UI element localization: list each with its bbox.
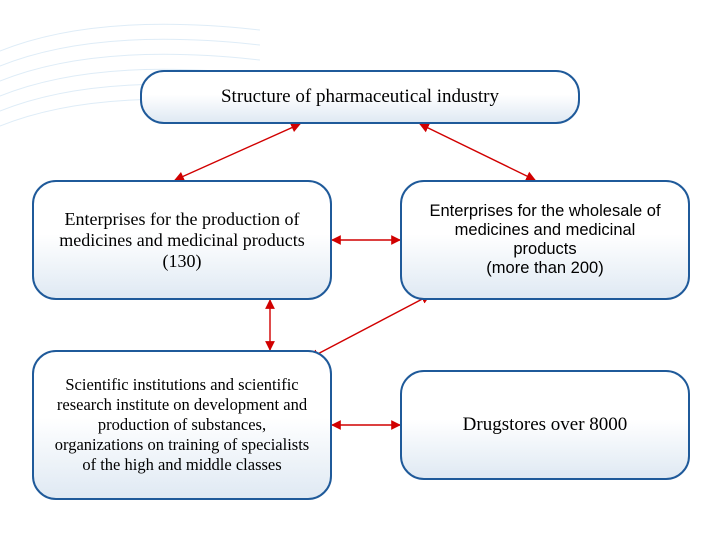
node-wholesale: Enterprises for the wholesale of medicin… (400, 180, 690, 300)
node-scientific: Scientific institutions and scientific r… (32, 350, 332, 500)
title-text: Structure of pharmaceutical industry (221, 86, 499, 108)
node-production: Enterprises for the production of medici… (32, 180, 332, 300)
node-drugstores: Drugstores over 8000 (400, 370, 690, 480)
node-production-text: Enterprises for the production of medici… (52, 209, 312, 272)
title-node: Structure of pharmaceutical industry (140, 70, 580, 124)
node-drugstores-text: Drugstores over 8000 (463, 414, 628, 436)
node-wholesale-text: Enterprises for the wholesale of medicin… (429, 202, 660, 278)
node-scientific-text: Scientific institutions and scientific r… (52, 375, 312, 475)
